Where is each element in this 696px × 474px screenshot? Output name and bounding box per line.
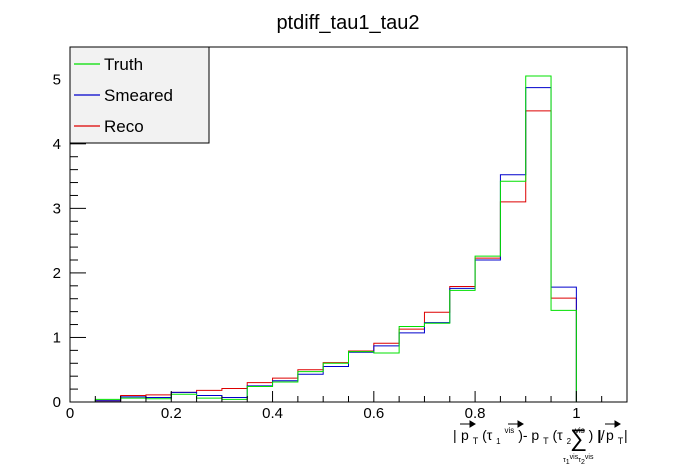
x-title-tau-1: (τ bbox=[482, 427, 493, 443]
legend-label-reco: Reco bbox=[104, 117, 144, 136]
histogram-reco bbox=[94, 110, 577, 402]
y-tick-label: 4 bbox=[53, 136, 61, 153]
x-title-bar-1: | bbox=[453, 427, 457, 443]
x-title-vis-1: vis bbox=[505, 426, 515, 435]
x-tick-label: 0.6 bbox=[363, 405, 384, 422]
x-title-t-1: T bbox=[473, 436, 479, 446]
x-tick-label: 1 bbox=[572, 405, 580, 422]
x-title-p-2: p bbox=[531, 427, 539, 443]
x-axis-title: | p T (τ 1 vis )- p T (τ 2 vis ) |/ ∑ τ1… bbox=[453, 420, 628, 466]
y-tick-label: 0 bbox=[53, 394, 61, 411]
x-title-sub-2: 2 bbox=[567, 437, 572, 446]
x-axis-ticks: 0 0.2 0.4 0.6 0.8 1 bbox=[66, 391, 628, 422]
x-title-t-2: T bbox=[543, 436, 549, 446]
legend-label-truth: Truth bbox=[104, 55, 143, 74]
x-title-tau-2: (τ bbox=[552, 427, 563, 443]
x-tick-label: 0.2 bbox=[161, 405, 182, 422]
svg-text:| p T (τ: | p T (τ 1 vis )- p T (τ 2 vis ) |/ bbox=[453, 420, 605, 447]
x-title-close-1: )- bbox=[518, 427, 528, 443]
x-title-sum: ∑ bbox=[570, 425, 587, 452]
x-title-p-3: p bbox=[606, 427, 614, 443]
y-tick-label: 1 bbox=[53, 329, 61, 346]
x-tick-label: 0 bbox=[66, 405, 74, 422]
chart-title: ptdiff_tau1_tau2 bbox=[276, 12, 419, 34]
y-tick-label: 2 bbox=[53, 265, 61, 282]
x-tick-label: 0.8 bbox=[465, 405, 486, 422]
x-title-p-1: p bbox=[461, 427, 469, 443]
svg-text:| p T |: | p T | bbox=[598, 427, 628, 447]
legend: Truth Smeared Reco bbox=[69, 46, 210, 144]
x-title-vis-2: vis bbox=[575, 426, 585, 435]
x-tick-label: 0.4 bbox=[262, 405, 283, 422]
x-title-sub-1: 1 bbox=[496, 437, 501, 446]
y-tick-label: 5 bbox=[53, 71, 61, 88]
y-tick-label: 3 bbox=[53, 200, 61, 217]
x-title-sum-sub: τ1visτ2vis bbox=[563, 454, 594, 466]
legend-label-smeared: Smeared bbox=[104, 86, 173, 105]
x-title-bar-4: | bbox=[624, 427, 628, 443]
x-title-close-2: ) |/ bbox=[589, 427, 605, 443]
x-title-bar-3: | bbox=[598, 427, 602, 443]
x-title-t-3: T bbox=[618, 436, 624, 446]
